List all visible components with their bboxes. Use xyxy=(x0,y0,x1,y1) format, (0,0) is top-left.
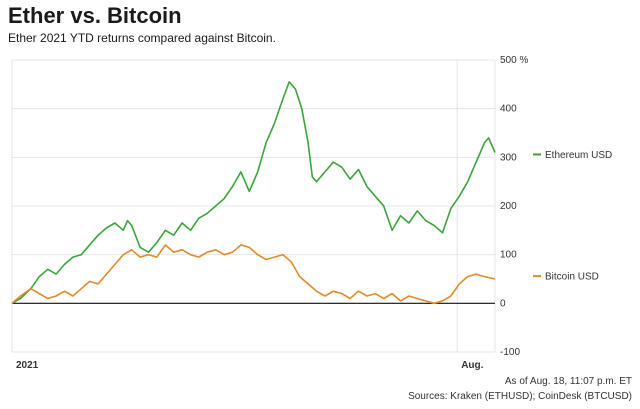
y-tick-label: -100 xyxy=(500,347,520,358)
y-axis-ticks: 500 % 400 300 200 100 0 -100 xyxy=(500,55,528,358)
series-lines xyxy=(11,81,496,305)
y-tick-label: 0 xyxy=(500,298,506,309)
y-tick-label: 400 xyxy=(500,104,517,115)
series-line-ethereum-usd xyxy=(11,81,496,304)
x-tick-label: 2021 xyxy=(16,360,39,371)
chart-subtitle: Ether 2021 YTD returns compared against … xyxy=(8,31,276,45)
y-tick-label: 200 xyxy=(500,201,517,212)
y-tick-label: 300 xyxy=(500,152,517,163)
chart-title: Ether vs. Bitcoin xyxy=(8,3,182,28)
legend-label-bitcoin-usd: Bitcoin USD xyxy=(545,272,599,283)
y-tick-label: 100 xyxy=(500,250,517,261)
legend: Ethereum USD Bitcoin USD xyxy=(533,150,612,283)
legend-label-ethereum-usd: Ethereum USD xyxy=(545,150,612,161)
y-tick-label: 500 % xyxy=(500,55,528,66)
x-tick-label: Aug. xyxy=(461,360,483,371)
sources-note: Sources: Kraken (ETHUSD); CoinDesk (BTCU… xyxy=(408,391,632,402)
x-axis-ticks: 2021 Aug. xyxy=(16,360,484,371)
series-line-bitcoin-usd xyxy=(11,244,496,305)
timestamp-note: As of Aug. 18, 11:07 p.m. ET xyxy=(504,376,632,387)
gridlines xyxy=(11,59,496,353)
